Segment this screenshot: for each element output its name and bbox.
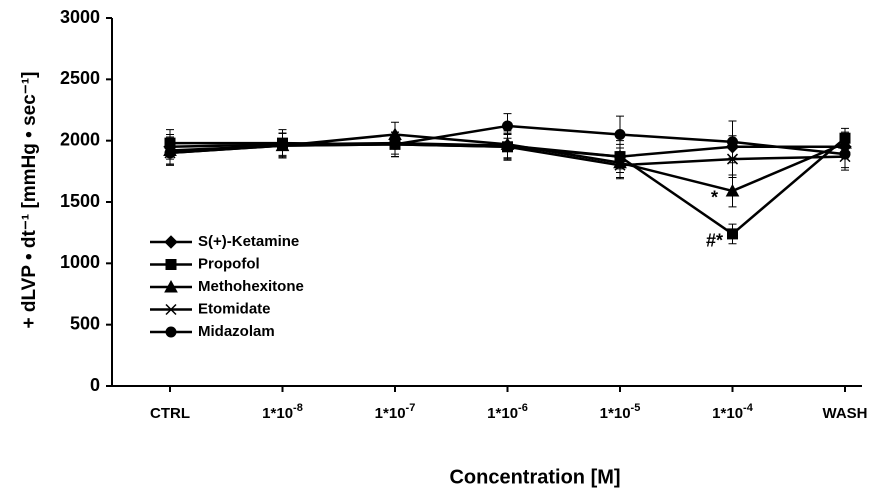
y-tick-label: 1000 bbox=[60, 252, 100, 272]
marker bbox=[727, 136, 738, 148]
marker bbox=[165, 259, 177, 270]
y-tick-label: 1500 bbox=[60, 191, 100, 211]
annotation: #* bbox=[706, 231, 723, 251]
marker bbox=[389, 138, 401, 150]
y-tick-label: 2000 bbox=[60, 129, 100, 149]
y-axis-label: + dLVP • dt⁻¹ [mmHg • sec⁻¹] bbox=[19, 72, 40, 329]
marker bbox=[614, 159, 626, 171]
x-tick-label: 1*10-7 bbox=[375, 402, 416, 422]
x-tick-label: 1*10-8 bbox=[262, 402, 303, 422]
marker bbox=[839, 148, 851, 160]
legend-label: S(+)-Ketamine bbox=[198, 233, 299, 250]
x-tick-label: 1*10-6 bbox=[487, 402, 528, 422]
marker bbox=[502, 120, 513, 132]
legend-label: Etomidate bbox=[198, 300, 271, 317]
marker bbox=[277, 140, 288, 152]
legend-label: Propofol bbox=[198, 255, 260, 272]
y-tick-label: 3000 bbox=[60, 7, 100, 27]
marker bbox=[164, 235, 178, 249]
y-tick-label: 500 bbox=[70, 313, 100, 333]
marker bbox=[165, 303, 177, 316]
y-tick-label: 0 bbox=[90, 375, 100, 395]
legend-label: Methohexitone bbox=[198, 278, 304, 295]
y-tick-label: 2500 bbox=[60, 68, 100, 88]
marker bbox=[164, 279, 178, 293]
legend-label: Midazolam bbox=[198, 323, 275, 340]
marker bbox=[165, 326, 177, 338]
marker bbox=[501, 141, 514, 153]
marker bbox=[164, 147, 176, 159]
x-tick-label: WASH bbox=[823, 405, 868, 422]
x-tick-label: CTRL bbox=[150, 405, 190, 422]
marker bbox=[614, 129, 626, 141]
x-axis-label: Concentration [M] bbox=[449, 466, 620, 488]
annotation: * bbox=[711, 188, 718, 208]
marker bbox=[725, 183, 740, 197]
x-tick-label: 1*10-4 bbox=[712, 402, 754, 422]
x-tick-label: 1*10-5 bbox=[600, 402, 641, 422]
marker bbox=[727, 228, 738, 240]
